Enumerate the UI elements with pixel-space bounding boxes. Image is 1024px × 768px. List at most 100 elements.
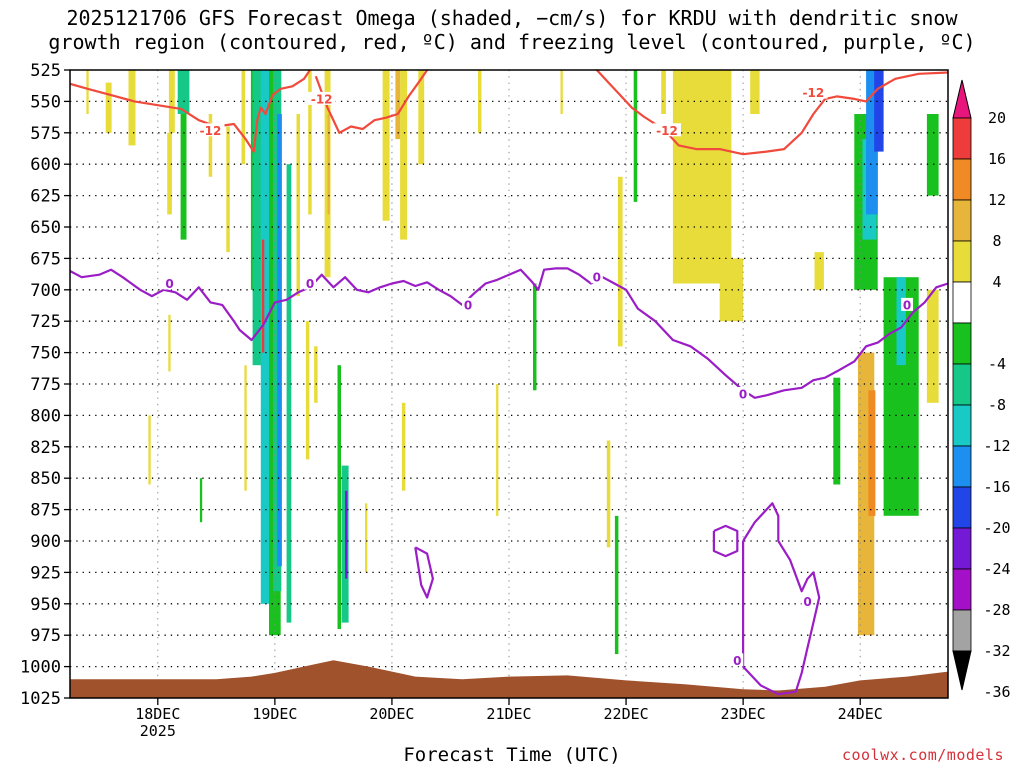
colorbar-bin-7 — [952, 404, 972, 447]
omega-cell-23 — [308, 70, 312, 215]
freezing-level-0C-line-0 — [70, 267, 948, 399]
omega-cell-47 — [719, 258, 744, 322]
omega-cell-49 — [814, 252, 824, 290]
dendritic-growth-12C-label-3: -12 — [803, 86, 825, 100]
freezing-level-0C-label-bg-4 — [737, 387, 750, 400]
omega-cell-10 — [208, 114, 213, 177]
colorbar-label: -8 — [988, 396, 1006, 414]
dendritic-growth-12C-label-bg-1 — [307, 91, 336, 105]
y-tick-label: 575 — [30, 124, 61, 144]
omega-cell-36 — [418, 70, 425, 165]
omega-cell-48 — [750, 70, 760, 114]
freezing-level-0C-label-2: 0 — [464, 298, 472, 312]
y-tick-label: 1000 — [20, 658, 61, 678]
omega-cell-1 — [105, 82, 112, 133]
y-tick-label: 875 — [30, 501, 61, 521]
freezing-level-0C-label-4: 0 — [739, 388, 747, 402]
y-tick-label: 850 — [30, 469, 61, 489]
colorbar-label: 16 — [988, 150, 1006, 168]
dendritic-growth-12C-label-bg-2 — [653, 123, 681, 137]
colorbar-bin-2 — [952, 199, 972, 242]
freezing-level-0C-line-2 — [742, 502, 821, 696]
y-tick-label: 825 — [30, 438, 61, 458]
omega-cell-24 — [305, 321, 310, 460]
freezing-level-0C-label-bg-0 — [163, 276, 176, 290]
y-tick-label: 650 — [30, 218, 61, 238]
x-tick-label: 18DEC — [135, 705, 180, 723]
colorbar-bottom-arrow — [952, 650, 972, 691]
omega-cell-56 — [868, 390, 876, 516]
colorbar-label: 8 — [992, 232, 1001, 250]
omega-cell-54 — [874, 70, 884, 152]
colorbar-label: 12 — [988, 191, 1006, 209]
freezing-level-0C-line-1 — [712, 524, 739, 558]
omega-cell-50 — [833, 377, 841, 485]
freezing-level-0C-label-6: 0 — [803, 595, 811, 609]
credit-link[interactable]: coolwx.com/models — [841, 746, 1004, 764]
colorbar-label: -12 — [983, 437, 1010, 455]
colorbar-label: -28 — [983, 601, 1010, 619]
x-axis-label: Forecast Time (UTC) — [403, 744, 621, 766]
colorbar-label: -4 — [988, 355, 1006, 373]
x-tick-label: 19DEC — [252, 705, 297, 723]
colorbar-label: -20 — [983, 519, 1010, 537]
freezing-level-0C-label-3: 0 — [593, 271, 601, 285]
colorbar-bin-12 — [952, 609, 972, 652]
y-tick-label: 1025 — [20, 689, 61, 709]
x-tick-label: 23DEC — [721, 705, 766, 723]
x-tick-label: 21DEC — [486, 705, 531, 723]
contour-layer: -12 -12 -12 -12 0 0 0 0 0 0 0 0 — [70, 70, 948, 696]
omega-cell-8 — [148, 415, 151, 485]
dendritic-growth-12C-label-0: -12 — [200, 124, 222, 138]
omega-cell-44 — [633, 70, 638, 202]
omega-cell-46 — [672, 70, 732, 284]
y-tick-label: 750 — [30, 344, 61, 364]
omega-cell-17 — [262, 239, 265, 353]
colorbar-bin-1 — [952, 158, 972, 201]
colorbar-label: -32 — [983, 642, 1010, 660]
omega-cell-30 — [345, 490, 348, 579]
omega-cell-58 — [896, 277, 906, 366]
omega-cell-13 — [244, 365, 247, 491]
freezing-level-0C-label-0: 0 — [165, 277, 173, 291]
colorbar-bin-6 — [952, 363, 972, 406]
dendritic-growth-12C-label-bg-3 — [799, 85, 828, 99]
colorbar-label: 4 — [992, 273, 1001, 291]
x-tick-sublabel: 2025 — [140, 722, 176, 740]
y-tick-label: 925 — [30, 563, 61, 583]
omega-cell-28 — [337, 365, 341, 629]
omega-cell-12 — [241, 70, 245, 165]
freezing-level-0C-label-7: 0 — [733, 654, 741, 668]
colorbar-bin-4 — [952, 281, 972, 324]
x-tick-label: 22DEC — [604, 705, 649, 723]
colorbar-bin-3 — [952, 240, 972, 283]
dendritic-growth-12C-line-0 — [70, 70, 311, 153]
omega-cell-32 — [382, 70, 390, 221]
omega-shading-layer — [86, 70, 939, 655]
y-tick-label: 550 — [30, 92, 61, 112]
omega-cell-35 — [401, 402, 406, 491]
y-axis: 525 550 575 600 625 650 675 700 725 750 775 800 825 8… — [20, 61, 70, 709]
colorbar-bin-11 — [952, 568, 972, 611]
omega-cell-33 — [400, 70, 408, 240]
dendritic-growth-12C-line-2 — [595, 70, 948, 156]
omega-cell-43 — [617, 176, 623, 347]
y-tick-label: 675 — [30, 249, 61, 269]
freezing-level-0C-line-3 — [414, 546, 434, 599]
y-tick-label: 600 — [30, 155, 61, 175]
omega-cell-40 — [560, 70, 563, 114]
omega-cell-9 — [199, 478, 203, 523]
y-tick-label: 950 — [30, 595, 61, 615]
colorbar: 20 16 12 8 4 -4 -8 -12 -16 -20 -24 -28 -32 -36 — [952, 79, 1011, 701]
omega-cell-34 — [395, 70, 401, 140]
omega-cell-0 — [86, 70, 89, 114]
freezing-level-0C-label-5: 0 — [903, 298, 911, 312]
omega-cell-42 — [606, 440, 611, 548]
dendritic-growth-12C-line-1 — [314, 70, 429, 134]
title-line-2: growth region (contoured, red, ºC) and f… — [48, 30, 976, 54]
dendritic-growth-12C-label-bg-0 — [196, 123, 225, 137]
omega-cell-59 — [926, 114, 939, 196]
colorbar-label: -24 — [983, 560, 1010, 578]
x-tick-label: 20DEC — [369, 705, 414, 723]
